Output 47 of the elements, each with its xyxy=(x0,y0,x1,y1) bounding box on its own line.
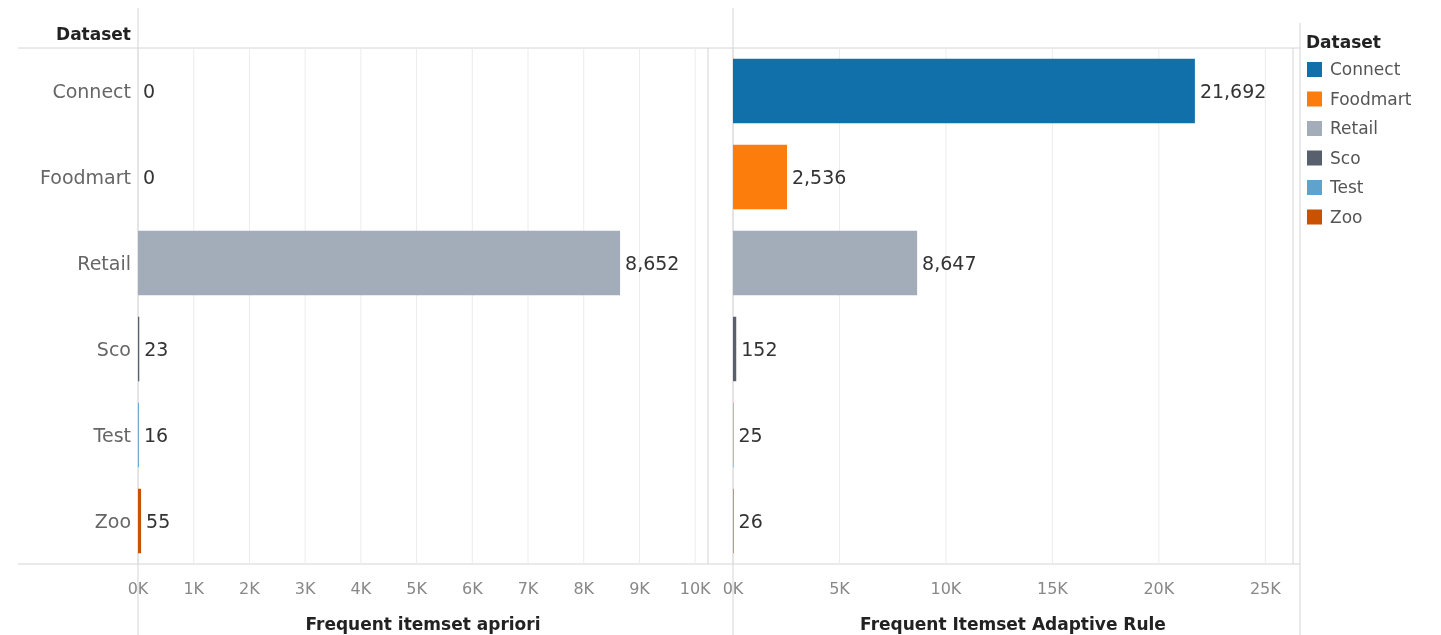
data-label: 8,652 xyxy=(625,251,680,274)
x-tick-label: 0K xyxy=(127,579,149,598)
x-tick-label: 5K xyxy=(406,579,428,598)
x-tick-label: 10K xyxy=(930,579,962,598)
x-tick-label: 2K xyxy=(239,579,261,598)
legend-label: Test xyxy=(1329,177,1364,198)
x-tick-label: 8K xyxy=(573,579,595,598)
x-axis-title: Frequent itemset apriori xyxy=(305,614,541,634)
legend-label: Sco xyxy=(1330,147,1361,168)
data-label: 152 xyxy=(741,337,778,360)
x-tick-label: 25K xyxy=(1249,579,1282,598)
legend-label: Zoo xyxy=(1330,206,1363,227)
y-tick-label: Zoo xyxy=(94,509,131,532)
bar xyxy=(138,488,142,554)
data-label: 21,692 xyxy=(1199,79,1267,102)
x-tick-label: 6K xyxy=(461,579,484,598)
x-tick-label: 3K xyxy=(294,579,316,598)
x-axis-title: Frequent Itemset Adaptive Rule xyxy=(860,614,1166,634)
legend-label: Retail xyxy=(1330,118,1379,139)
legend-label: Connect xyxy=(1330,59,1401,80)
legend-label: Foodmart xyxy=(1330,88,1412,109)
y-tick-label: Sco xyxy=(96,337,131,360)
y-tick-label: Test xyxy=(92,423,131,446)
data-label: 23 xyxy=(144,337,169,360)
x-tick-label: 1K xyxy=(183,579,205,598)
data-label: 25 xyxy=(738,423,763,446)
x-tick-label: 9K xyxy=(629,579,651,598)
data-label: 0 xyxy=(143,165,156,188)
y-tick-label: Retail xyxy=(77,251,131,274)
x-tick-label: 10K xyxy=(679,579,712,598)
legend-title: Dataset xyxy=(1306,32,1381,52)
x-tick-label: 20K xyxy=(1143,579,1175,598)
x-tick-label: 5K xyxy=(829,579,851,598)
y-axis-title: Dataset xyxy=(56,24,131,44)
x-tick-label: 0K xyxy=(722,579,744,598)
bar xyxy=(138,230,621,296)
data-label: 16 xyxy=(143,423,169,446)
data-label: 55 xyxy=(146,509,171,532)
x-tick-label: 4K xyxy=(350,579,372,598)
x-tick-label: 7K xyxy=(517,579,539,598)
y-tick-label: Connect xyxy=(52,79,131,102)
x-tick-label: 15K xyxy=(1036,579,1069,598)
data-label: 26 xyxy=(738,509,763,532)
data-label: 8,647 xyxy=(922,251,977,274)
data-label: 2,536 xyxy=(792,165,847,188)
data-label: 0 xyxy=(143,79,156,102)
y-tick-label: Foodmart xyxy=(40,165,131,188)
